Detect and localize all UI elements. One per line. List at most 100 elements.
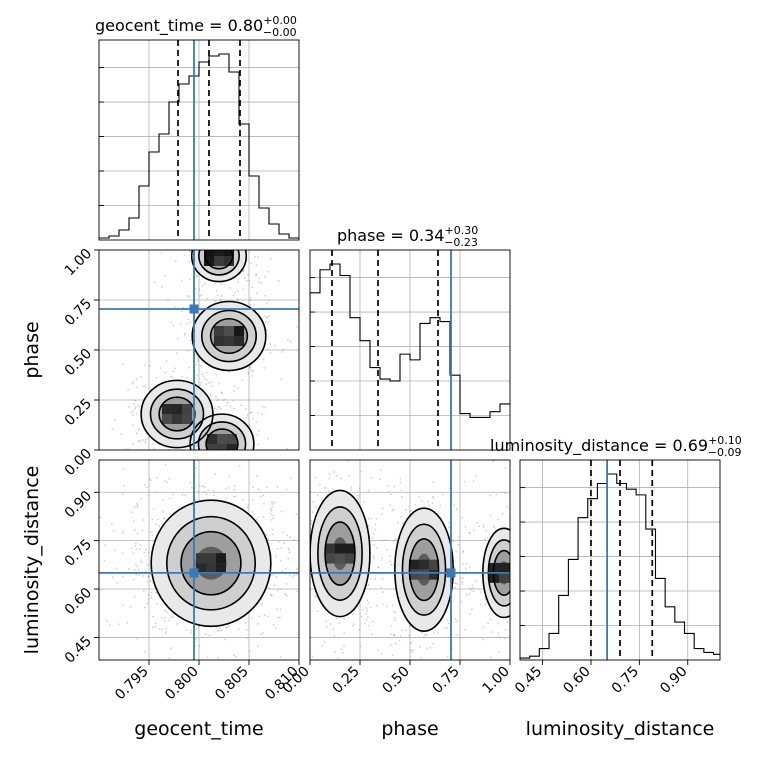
truth-marker <box>446 568 456 578</box>
sample-point <box>246 629 248 631</box>
sample-point <box>539 545 541 547</box>
density-cell <box>234 336 244 346</box>
sample-point <box>208 671 210 673</box>
sample-point <box>321 644 324 647</box>
sample-point <box>253 255 256 258</box>
sample-point <box>155 591 158 594</box>
sample-point <box>393 633 396 636</box>
sample-point <box>306 523 308 525</box>
x-tick-labels-luminosity-distance: 0.45 0.60 0.75 0.90 <box>512 660 691 697</box>
sample-point <box>269 342 272 345</box>
sample-point <box>200 381 202 384</box>
sample-point <box>204 231 206 233</box>
x-tick-label: 0.90 <box>657 664 690 697</box>
sample-point <box>194 637 197 640</box>
sample-point <box>245 224 247 226</box>
sample-point <box>262 516 265 519</box>
sample-point <box>208 634 211 637</box>
sample-point <box>218 230 220 232</box>
sample-point <box>136 502 139 505</box>
sample-point <box>373 544 376 547</box>
sample-point <box>144 569 147 572</box>
sample-point <box>228 475 231 478</box>
contour-line-2 <box>204 250 234 270</box>
sample-point <box>133 453 135 455</box>
sample-point <box>209 393 212 395</box>
sample-point <box>170 616 173 619</box>
sample-point <box>270 594 273 596</box>
sample-point <box>340 648 343 651</box>
sample-point <box>106 619 108 622</box>
sample-point <box>189 340 192 342</box>
sample-point <box>243 277 246 280</box>
sample-point <box>252 238 254 240</box>
sample-point <box>231 481 233 483</box>
sample-point <box>526 618 528 620</box>
sample-point <box>127 406 130 408</box>
sample-point <box>428 504 431 507</box>
density-cell <box>207 434 217 444</box>
sample-point <box>240 488 242 490</box>
sample-point <box>291 576 294 579</box>
sample-point <box>367 583 370 586</box>
sample-point <box>155 491 157 493</box>
sample-point <box>472 587 475 590</box>
sample-point <box>211 242 213 244</box>
sample-point <box>264 294 267 297</box>
sample-point <box>260 282 263 285</box>
sample-point <box>512 549 514 551</box>
sample-point <box>286 534 289 537</box>
sample-point <box>150 591 153 594</box>
contour-panel-geocent-time-vs-luminosity-distance <box>98 459 308 673</box>
sample-point <box>135 378 138 381</box>
sample-point <box>336 448 338 450</box>
sample-point <box>183 332 186 335</box>
sample-point <box>338 622 341 625</box>
sample-point <box>540 572 542 574</box>
sample-point <box>219 299 222 302</box>
density-cell <box>196 553 206 564</box>
sample-point <box>215 289 218 292</box>
sample-point <box>278 466 280 468</box>
sample-point <box>381 507 384 510</box>
y-tick-label: 0.90 <box>62 488 95 521</box>
sample-point <box>270 257 272 260</box>
sample-point <box>195 275 198 278</box>
sample-point <box>132 410 135 412</box>
sample-point <box>210 450 212 452</box>
contour-line-2 <box>324 521 356 586</box>
sample-point <box>264 275 266 278</box>
sample-point <box>282 531 285 534</box>
sample-point <box>164 632 167 635</box>
sample-point <box>234 291 237 294</box>
sample-point <box>555 575 557 577</box>
sample-point <box>493 526 496 529</box>
sample-point <box>171 482 173 484</box>
sample-point <box>292 501 294 503</box>
sample-point <box>143 551 146 554</box>
sample-point <box>393 485 396 488</box>
contour-line-1 <box>149 388 205 440</box>
sample-point <box>518 588 520 590</box>
sample-point <box>214 457 216 459</box>
sample-point <box>247 371 250 374</box>
contour-line-2 <box>180 530 242 596</box>
sample-point <box>304 558 306 560</box>
density-cell <box>499 572 509 583</box>
sample-point <box>147 667 149 669</box>
sample-point <box>521 603 523 605</box>
density-cell <box>214 326 224 336</box>
density-cell <box>217 434 227 444</box>
sample-point <box>230 462 232 464</box>
sample-point <box>425 633 428 636</box>
sample-point <box>560 663 562 665</box>
sample-point <box>209 245 211 247</box>
sample-point <box>121 493 124 495</box>
sample-point <box>453 566 456 569</box>
sample-point <box>161 617 163 619</box>
sample-point <box>131 382 134 385</box>
sample-point <box>207 382 210 385</box>
sample-point <box>265 302 268 305</box>
sample-point <box>286 447 289 450</box>
sample-point <box>516 541 518 543</box>
